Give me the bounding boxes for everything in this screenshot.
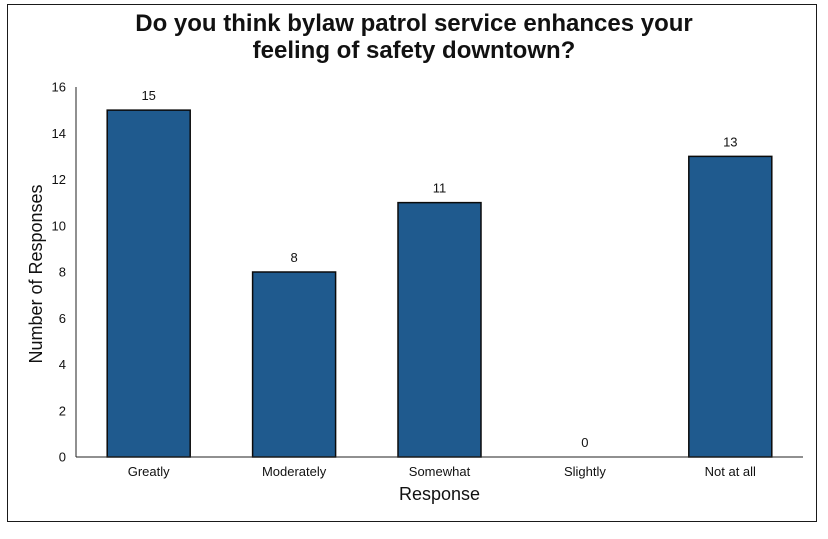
y-tick-label: 14 <box>52 126 66 141</box>
x-tick-label: Moderately <box>262 464 327 479</box>
y-tick-label: 4 <box>59 357 66 372</box>
axes <box>75 87 803 458</box>
data-label: 11 <box>433 181 447 196</box>
y-tick-label: 12 <box>52 172 66 187</box>
bar-greatly <box>106 109 191 458</box>
y-tick-label: 6 <box>59 311 66 326</box>
y-axis-title: Number of Responses <box>26 184 46 363</box>
chart-title-line-2: feeling of safety downtown? <box>252 37 576 64</box>
data-label: 15 <box>141 88 155 103</box>
y-tick-label: 10 <box>52 218 66 233</box>
y-tick-label: 2 <box>59 403 66 418</box>
x-tick-label: Not at all <box>705 464 756 479</box>
bar-moderately <box>251 271 337 458</box>
x-tick-label: Slightly <box>564 464 606 479</box>
x-tick-label: Greatly <box>128 464 170 479</box>
data-label: 8 <box>290 250 297 265</box>
y-tick-label: 16 <box>52 80 66 95</box>
bar-not-at-all <box>688 155 773 458</box>
chart-title: Do you think bylaw patrol service enhanc… <box>0 10 828 64</box>
y-tick-label: 0 <box>59 450 66 465</box>
chart-title-line-1: Do you think bylaw patrol service enhanc… <box>135 10 693 37</box>
data-label: 0 <box>581 435 588 450</box>
y-axis-ticks: 0 2 4 6 8 10 12 14 16 <box>52 80 66 465</box>
value-labels: 15 8 11 0 13 <box>141 88 737 450</box>
x-tick-label: Somewhat <box>409 464 471 479</box>
bars <box>106 109 773 458</box>
data-label: 13 <box>723 134 737 149</box>
x-axis-ticks: Greatly Moderately Somewhat Slightly Not at … <box>128 464 756 479</box>
y-tick-label: 8 <box>59 265 66 280</box>
x-axis-title: Response <box>399 484 480 504</box>
bar-somewhat <box>397 201 482 458</box>
